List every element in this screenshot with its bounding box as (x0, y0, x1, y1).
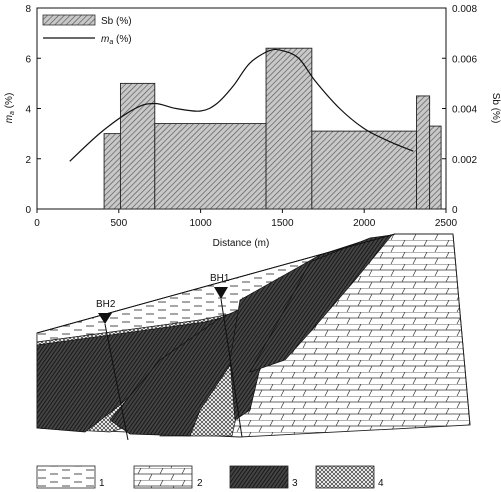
y-left-axis-ticks: 0 2 4 6 8 (25, 4, 41, 216)
key-label-1: 1 (99, 478, 105, 489)
y-right-tick-label-0: 0 (452, 205, 458, 216)
borehole-bh1-marker (214, 287, 228, 299)
sb-bar-1 (119, 82, 156, 210)
y-right-axis-label: Sb (%) (490, 93, 501, 124)
section-right-edge (452, 233, 471, 426)
ground-surface (36, 233, 396, 334)
y-right-axis-ticks: 0 0.002 0.004 0.006 0.008 (442, 4, 477, 216)
key-swatch-3 (229, 465, 289, 489)
ma-line (69, 48, 414, 162)
x-tick-label-0: 0 (34, 218, 40, 229)
x-tick-label-4: 2000 (353, 218, 376, 229)
sb-bar-2 (154, 123, 267, 210)
chart-legend: Sb (%) ma (%) (42, 14, 132, 46)
x-tick-label-2: 1000 (189, 218, 212, 229)
x-tick-label-3: 1500 (271, 218, 294, 229)
y-left-tick-label-1: 2 (25, 155, 31, 166)
x-tick-label-5: 2500 (435, 218, 458, 229)
sb-bars (103, 47, 442, 210)
x-axis-ticks: 0 500 1000 1500 2000 2500 (34, 209, 458, 229)
unit-3-band-d (249, 234, 393, 373)
sb-bar-4 (311, 130, 418, 210)
borehole-bh2-trace (104, 323, 129, 441)
y-left-tick-label-4: 8 (25, 4, 31, 15)
y-right-tick-label-2: 0.004 (452, 105, 477, 116)
y-right-tick-label-1: 0.002 (452, 155, 477, 166)
lithology-key: 1 2 3 4 (36, 465, 384, 489)
geological-cross-section: BH2 BH1 (36, 233, 471, 441)
borehole-bh2: BH2 (96, 299, 129, 441)
key-swatch-1 (36, 465, 96, 489)
borehole-bh1-label: BH1 (210, 273, 230, 284)
key-label-3: 3 (292, 478, 298, 489)
y-left-tick-label-0: 0 (25, 205, 31, 216)
legend-label-ma: ma (%) (101, 34, 132, 46)
borehole-bh2-marker (98, 313, 112, 324)
sb-bar-0 (103, 133, 121, 210)
y-left-tick-label-2: 4 (25, 105, 31, 116)
sb-ma-chart: 0 500 1000 1500 2000 2500 0 2 4 6 8 0 0.002 0.004 0.… (4, 4, 501, 249)
x-axis-label: Distance (m) (213, 238, 270, 249)
borehole-bh1-trace (220, 298, 243, 438)
sb-bar-3 (265, 47, 313, 210)
y-right-tick-label-3: 0.006 (452, 54, 477, 65)
key-label-4: 4 (378, 478, 384, 489)
y-right-tick-label-4: 0.008 (452, 4, 477, 15)
borehole-bh1: BH1 (210, 273, 243, 438)
key-swatch-2 (133, 465, 193, 489)
y-left-axis-label: ma (%) (4, 93, 16, 124)
borehole-bh2-label: BH2 (96, 299, 116, 310)
sb-bar-5 (416, 95, 431, 210)
y-left-tick-label-3: 6 (25, 54, 31, 65)
legend-swatch-sb (42, 14, 96, 26)
legend-label-sb: Sb (%) (101, 16, 132, 27)
x-tick-label-1: 500 (110, 218, 127, 229)
sb-bar-6 (429, 125, 442, 210)
key-label-2: 2 (197, 478, 203, 489)
key-swatch-4 (315, 465, 375, 489)
